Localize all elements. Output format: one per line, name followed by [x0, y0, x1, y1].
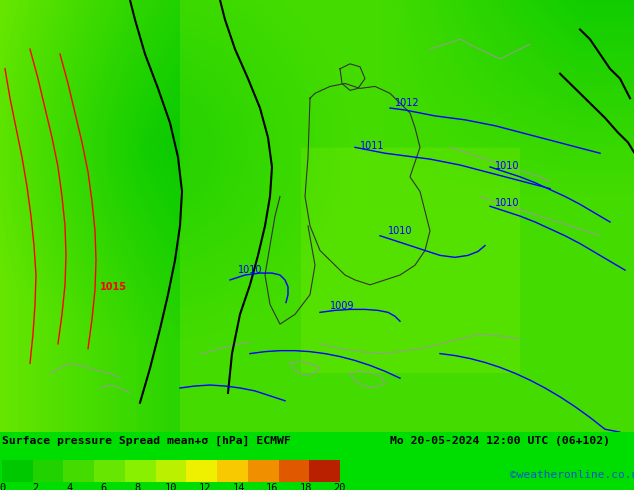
Bar: [248, 460, 278, 482]
Bar: [309, 460, 340, 482]
Text: 1010: 1010: [495, 161, 519, 171]
Text: 1015: 1015: [100, 282, 127, 292]
Text: ©weatheronline.co.uk: ©weatheronline.co.uk: [510, 470, 634, 480]
Text: 14: 14: [232, 483, 245, 490]
Text: 16: 16: [266, 483, 279, 490]
Bar: [155, 460, 186, 482]
Text: 1010: 1010: [238, 265, 262, 275]
Text: 1011: 1011: [360, 141, 384, 151]
Text: 1010: 1010: [495, 198, 519, 208]
Text: 10: 10: [165, 483, 178, 490]
Bar: [186, 460, 217, 482]
Bar: [94, 460, 125, 482]
Text: 6: 6: [100, 483, 107, 490]
Text: 4: 4: [67, 483, 73, 490]
Text: 2: 2: [33, 483, 39, 490]
Bar: [2, 460, 33, 482]
Bar: [33, 460, 63, 482]
Text: 1010: 1010: [388, 226, 413, 236]
Text: Mo 20-05-2024 12:00 UTC (06+102): Mo 20-05-2024 12:00 UTC (06+102): [390, 436, 610, 446]
Text: 12: 12: [198, 483, 211, 490]
Text: 18: 18: [300, 483, 313, 490]
Text: 0: 0: [0, 483, 5, 490]
Text: Surface pressure Spread mean+σ [hPa] ECMWF: Surface pressure Spread mean+σ [hPa] ECM…: [2, 436, 291, 446]
Text: 8: 8: [134, 483, 140, 490]
Bar: [125, 460, 155, 482]
Text: 1012: 1012: [395, 98, 420, 108]
Bar: [278, 460, 309, 482]
Text: 20: 20: [333, 483, 346, 490]
Text: 1009: 1009: [330, 301, 354, 312]
Bar: [63, 460, 94, 482]
Bar: [217, 460, 248, 482]
